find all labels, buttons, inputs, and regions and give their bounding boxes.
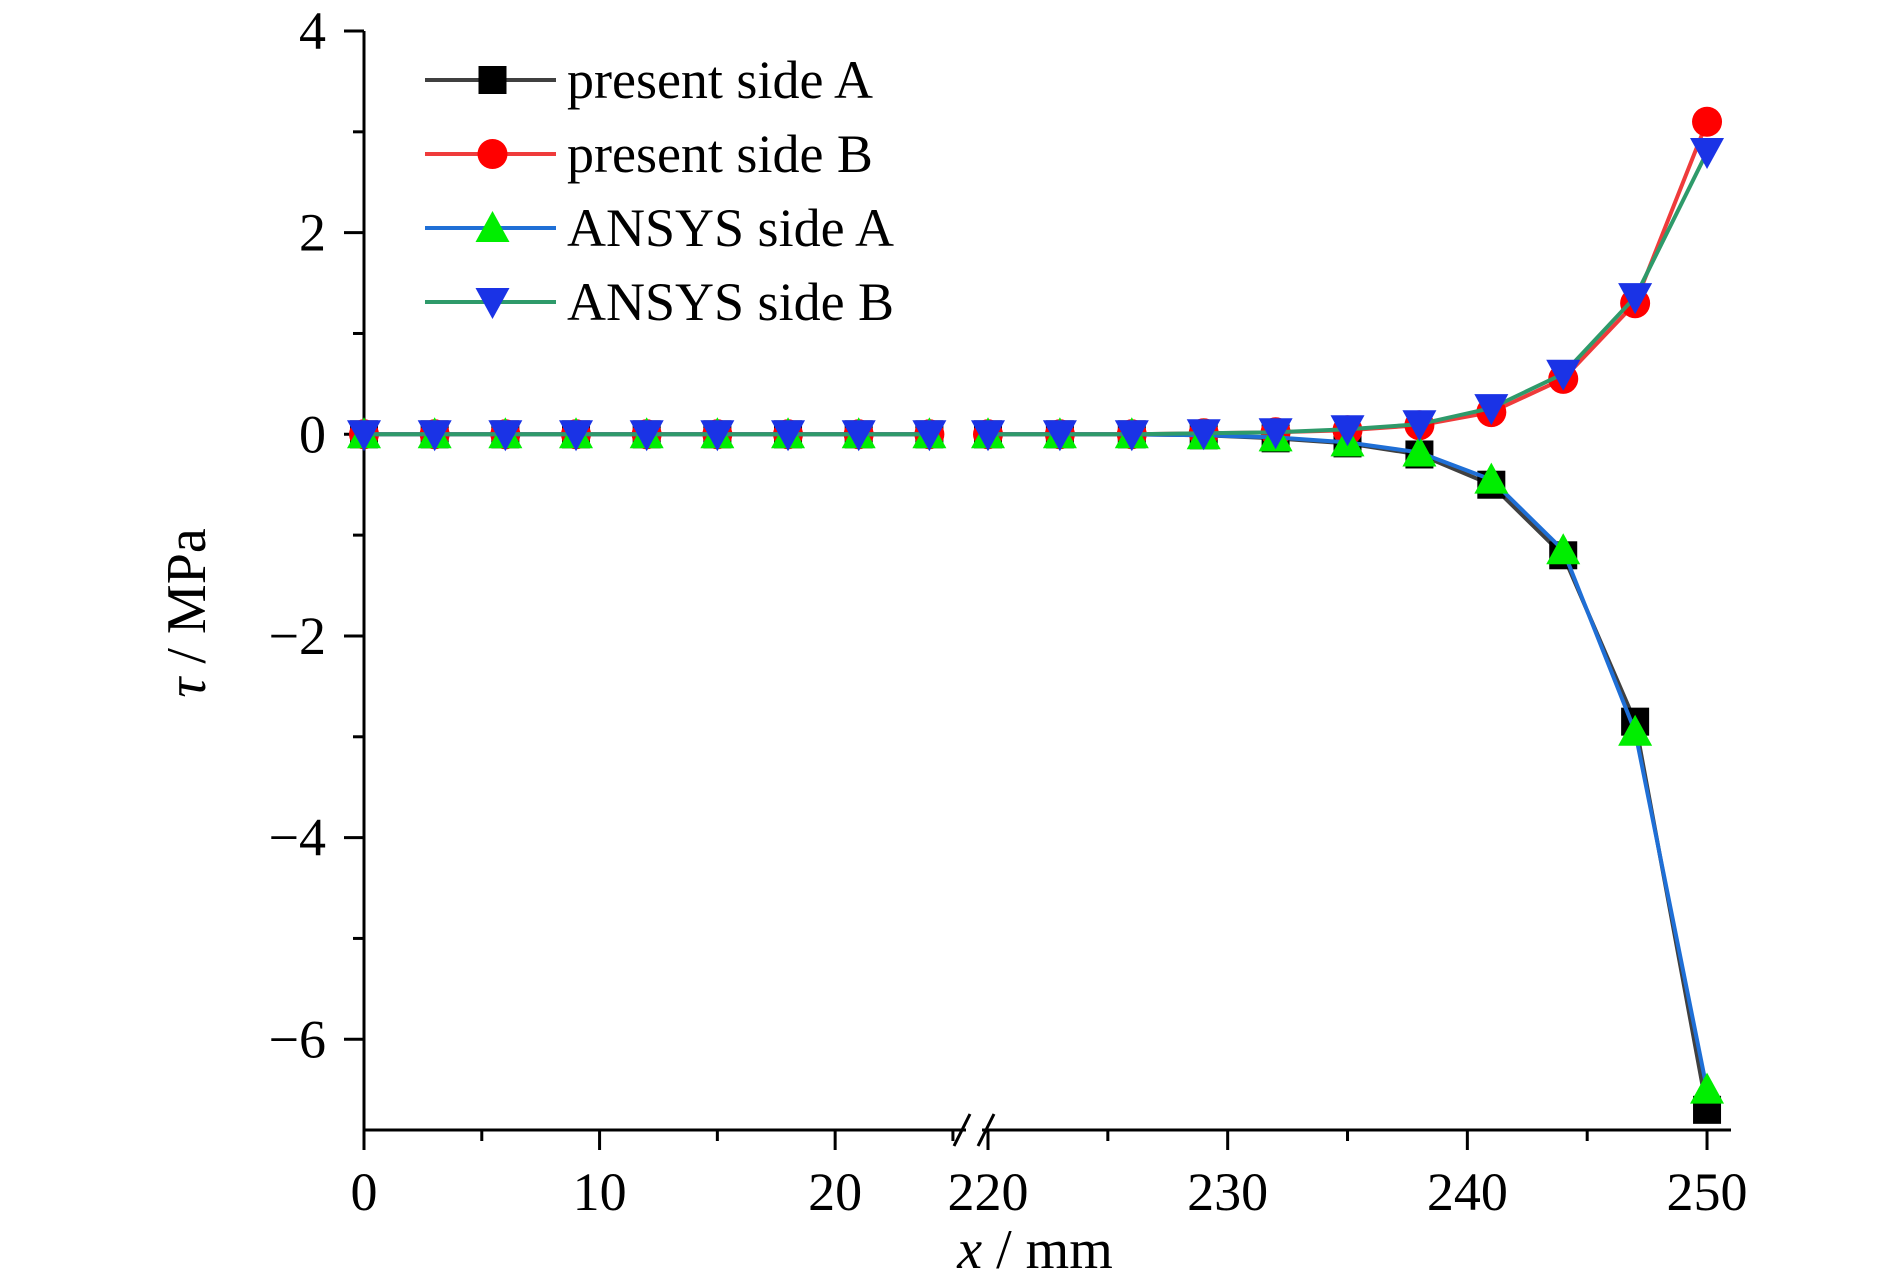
x-tick-label: 250 (1667, 1162, 1748, 1222)
marker-triangle-down (1330, 415, 1365, 447)
marker-triangle-down (1258, 418, 1293, 450)
legend-label: present side A (567, 50, 873, 110)
legend-entry: ANSYS side B (425, 272, 894, 332)
series-line (988, 432, 1709, 1091)
legend-label: ANSYS side A (567, 198, 894, 258)
x-tick-label: 230 (1187, 1162, 1268, 1222)
marker-triangle-down (771, 420, 806, 452)
marker-triangle-down (912, 420, 947, 452)
x-tick-label: 240 (1427, 1162, 1508, 1222)
legend: present side A present side B ANSYS side A… (425, 50, 894, 332)
marker-triangle-down (1186, 419, 1221, 451)
series-line (988, 151, 1709, 437)
legend-label: present side B (567, 124, 873, 184)
y-tick-label: 2 (299, 203, 326, 263)
marker-triangle-up (1690, 1072, 1725, 1104)
series-1 (350, 420, 1722, 1124)
marker-circle (1692, 106, 1723, 137)
marker-triangle-down (559, 420, 594, 452)
marker-triangle-up (1474, 462, 1509, 494)
legend-entry: ANSYS side A (425, 198, 894, 258)
marker-triangle-down (971, 420, 1005, 452)
marker-triangle-down (1042, 420, 1077, 452)
marker-triangle-down (1402, 410, 1437, 442)
marker-triangle-down (629, 420, 664, 452)
x-tick-label: 10 (573, 1162, 627, 1222)
x-tick-label: 0 (351, 1162, 378, 1222)
marker-triangle-down (417, 420, 452, 452)
legend-label: ANSYS side B (567, 272, 894, 332)
series-4 (347, 137, 1725, 452)
y-tick-label: −4 (269, 808, 326, 868)
marker-triangle-down (1114, 420, 1149, 452)
marker-square (478, 66, 507, 94)
series-line (988, 121, 1709, 437)
x-tick-label: 220 (948, 1162, 1029, 1222)
axis-break-mark (976, 1113, 996, 1147)
series-line (988, 432, 1709, 1111)
legend-entry: present side B (425, 124, 873, 184)
y-tick-label: 0 (299, 404, 326, 464)
axes: 420−2−4−60 10 20 220 230 240 250 (269, 1, 1748, 1222)
marker-triangle-up (1618, 714, 1653, 746)
axis-break-mark (952, 1113, 972, 1147)
x-axis-symbol: x (956, 1219, 982, 1273)
y-axis-symbol: τ (156, 676, 218, 698)
series-3 (347, 417, 1725, 1104)
y-tick-label: 4 (299, 1, 326, 61)
marker-triangle-down (1546, 359, 1581, 391)
marker-triangle-down (475, 288, 510, 319)
series-layer (347, 106, 1725, 1124)
marker-triangle-down (700, 420, 735, 452)
marker-triangle-down (1690, 137, 1725, 169)
marker-triangle-down (1618, 283, 1653, 315)
marker-triangle-up (1546, 533, 1581, 565)
marker-triangle-up (1402, 435, 1437, 467)
y-tick-label: −6 (269, 1009, 326, 1069)
marker-triangle-down (841, 420, 876, 452)
marker-triangle-down (347, 420, 381, 452)
y-axis-title: τ / MPa (156, 528, 218, 698)
x-axis-unit: / mm (982, 1219, 1113, 1273)
x-tick-label: 20 (808, 1162, 862, 1222)
y-tick-label: −2 (269, 606, 326, 666)
marker-triangle-up (475, 211, 510, 242)
x-axis-title: x / mm (956, 1219, 1113, 1273)
marker-triangle-down (1474, 394, 1509, 426)
marker-triangle-down (488, 420, 523, 452)
legend-entry: present side A (425, 50, 873, 110)
marker-circle (477, 139, 508, 169)
y-axis-unit: / MPa (156, 528, 218, 677)
